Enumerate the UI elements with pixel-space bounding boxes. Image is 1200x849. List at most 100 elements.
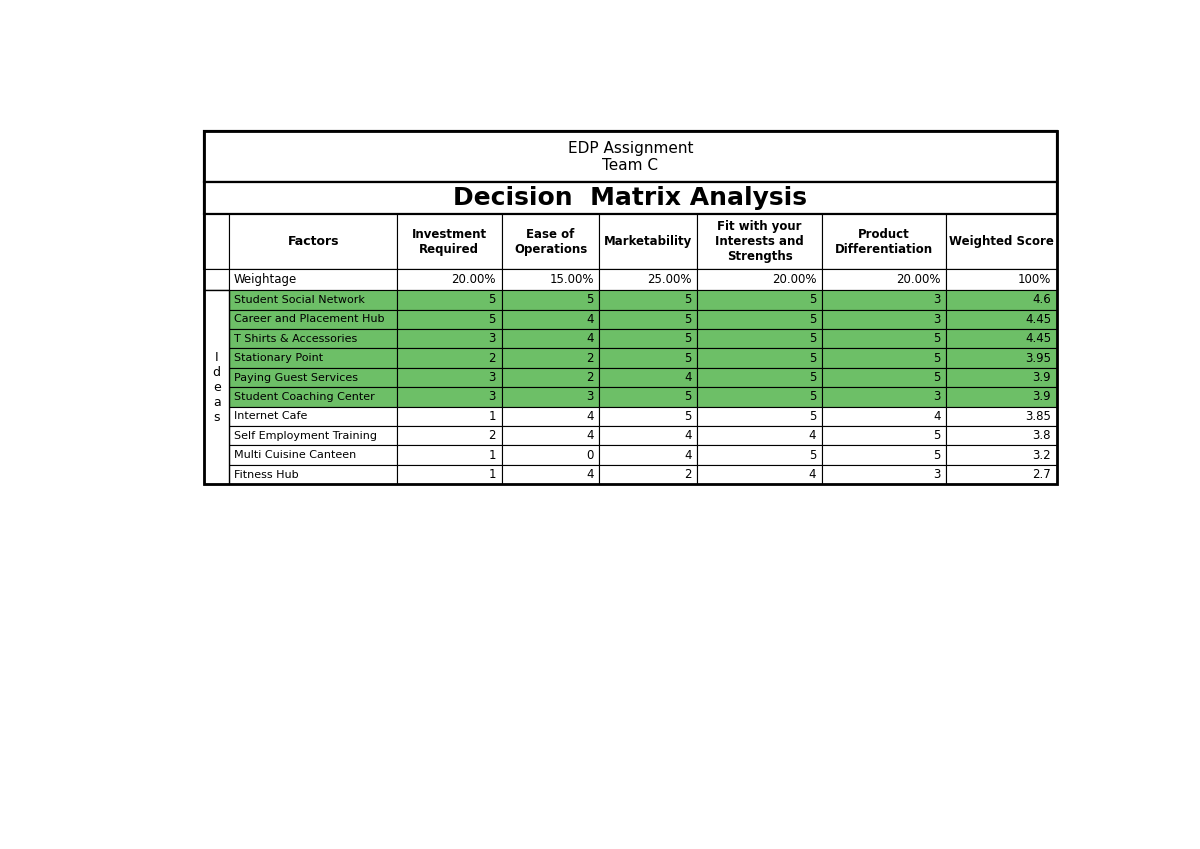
Bar: [946, 214, 1057, 269]
Bar: [204, 132, 1057, 183]
Bar: [229, 407, 397, 426]
Bar: [697, 290, 822, 310]
Bar: [697, 368, 822, 387]
Bar: [204, 290, 229, 310]
Text: Ease of
Operations: Ease of Operations: [514, 228, 587, 256]
Bar: [204, 329, 229, 348]
Text: Paying Guest Services: Paying Guest Services: [234, 373, 358, 383]
Text: Marketability: Marketability: [605, 235, 692, 248]
Bar: [229, 348, 397, 368]
Text: 4.45: 4.45: [1025, 332, 1051, 346]
Bar: [822, 387, 946, 407]
Text: 3: 3: [488, 371, 496, 384]
Bar: [502, 446, 600, 465]
Text: Decision  Matrix Analysis: Decision Matrix Analysis: [454, 187, 808, 211]
Text: 5: 5: [934, 371, 941, 384]
Bar: [946, 426, 1057, 446]
Text: 5: 5: [809, 448, 816, 462]
Bar: [204, 310, 229, 329]
Bar: [204, 290, 229, 484]
Bar: [229, 368, 397, 387]
Bar: [204, 446, 229, 465]
Text: 5: 5: [809, 371, 816, 384]
Bar: [697, 269, 822, 290]
Bar: [697, 310, 822, 329]
Text: 5: 5: [684, 312, 692, 326]
Bar: [600, 310, 697, 329]
Bar: [600, 214, 697, 269]
Bar: [946, 348, 1057, 368]
Text: 20.00%: 20.00%: [896, 273, 941, 286]
Bar: [697, 329, 822, 348]
Text: 4: 4: [587, 312, 594, 326]
Text: 3: 3: [934, 312, 941, 326]
Bar: [697, 387, 822, 407]
Text: EDP Assignment
Team C: EDP Assignment Team C: [568, 141, 694, 173]
Text: 4: 4: [587, 430, 594, 442]
Text: 5: 5: [934, 430, 941, 442]
Bar: [204, 407, 229, 426]
Bar: [822, 368, 946, 387]
Bar: [946, 329, 1057, 348]
Bar: [229, 214, 397, 269]
Text: Investment
Required: Investment Required: [412, 228, 487, 256]
Bar: [600, 426, 697, 446]
Bar: [397, 426, 502, 446]
Text: 5: 5: [934, 332, 941, 346]
Bar: [229, 269, 397, 290]
Bar: [204, 368, 229, 387]
Text: 100%: 100%: [1018, 273, 1051, 286]
Text: T Shirts & Accessories: T Shirts & Accessories: [234, 334, 358, 344]
Bar: [397, 387, 502, 407]
Bar: [822, 465, 946, 484]
Bar: [204, 132, 1057, 484]
Bar: [397, 465, 502, 484]
Text: Multi Cuisine Canteen: Multi Cuisine Canteen: [234, 450, 356, 460]
Text: 3: 3: [934, 294, 941, 306]
Text: I
d
e
a
s: I d e a s: [212, 351, 221, 424]
Text: 1: 1: [488, 448, 496, 462]
Text: Product
Differentiation: Product Differentiation: [835, 228, 932, 256]
Text: 5: 5: [684, 391, 692, 403]
Text: 3: 3: [934, 468, 941, 481]
Text: 3: 3: [488, 391, 496, 403]
Bar: [229, 387, 397, 407]
Bar: [502, 290, 600, 310]
Text: Internet Cafe: Internet Cafe: [234, 412, 307, 421]
Bar: [397, 214, 502, 269]
Bar: [204, 426, 229, 446]
Text: 3.85: 3.85: [1025, 410, 1051, 423]
Bar: [229, 446, 397, 465]
Text: 5: 5: [809, 332, 816, 346]
Bar: [502, 310, 600, 329]
Text: 3: 3: [587, 391, 594, 403]
Bar: [502, 426, 600, 446]
Bar: [229, 290, 397, 310]
Bar: [204, 269, 1057, 290]
Text: 3: 3: [934, 391, 941, 403]
Text: 5: 5: [809, 294, 816, 306]
Bar: [600, 290, 697, 310]
Bar: [822, 407, 946, 426]
Bar: [600, 446, 697, 465]
Bar: [946, 310, 1057, 329]
Text: 5: 5: [684, 351, 692, 364]
Bar: [697, 465, 822, 484]
Text: 3.2: 3.2: [1032, 448, 1051, 462]
Bar: [697, 407, 822, 426]
Bar: [600, 348, 697, 368]
Text: Student Social Network: Student Social Network: [234, 295, 365, 305]
Text: Weightage: Weightage: [234, 273, 298, 286]
Bar: [946, 407, 1057, 426]
Bar: [946, 269, 1057, 290]
Text: 5: 5: [809, 391, 816, 403]
Text: 0: 0: [587, 448, 594, 462]
Bar: [204, 183, 1057, 214]
Text: 4: 4: [684, 448, 692, 462]
Bar: [697, 446, 822, 465]
Text: 4: 4: [684, 430, 692, 442]
Bar: [946, 290, 1057, 310]
Bar: [946, 368, 1057, 387]
Bar: [502, 329, 600, 348]
Bar: [397, 446, 502, 465]
